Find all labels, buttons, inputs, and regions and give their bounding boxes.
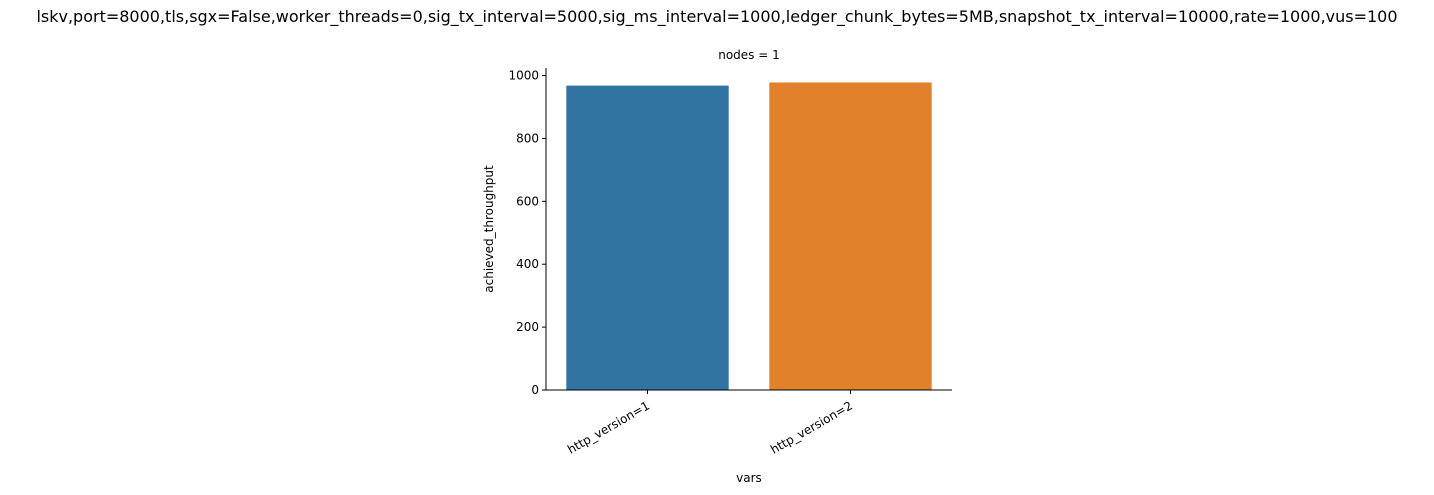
bar-http-version-2: [769, 82, 932, 390]
chart-suptitle: lskv,port=8000,tls,sgx=False,worker_thre…: [36, 7, 1397, 27]
x-axis-label: vars: [736, 471, 762, 485]
y-axis-label: achieved_throughput: [482, 165, 496, 293]
bars-group: [566, 82, 932, 390]
y-tick-label: 800: [516, 131, 539, 145]
y-tick-label: 600: [516, 194, 539, 208]
y-tick-label: 400: [516, 257, 539, 271]
x-tick-label: http_version=2: [768, 398, 855, 456]
y-tick-label: 1000: [508, 69, 539, 83]
x-tick-label: http_version=1: [565, 398, 652, 456]
y-axis-ticks: 0 200 400 600 800 1000: [508, 69, 546, 397]
x-axis-ticks: http_version=1 http_version=2: [565, 390, 855, 457]
y-tick-label: 0: [531, 383, 539, 397]
y-tick-label: 200: [516, 320, 539, 334]
bar-http-version-1: [566, 85, 729, 390]
facet-title: nodes = 1: [718, 48, 780, 62]
